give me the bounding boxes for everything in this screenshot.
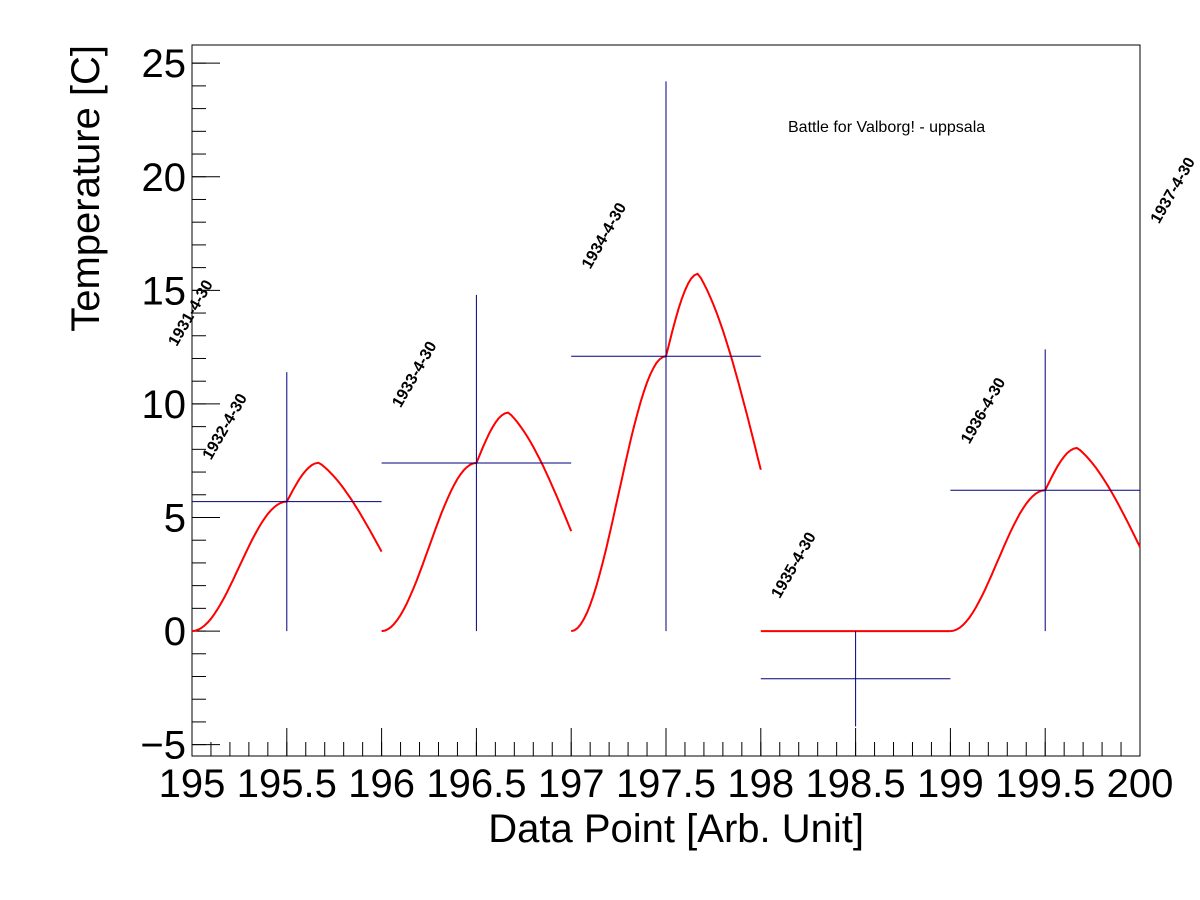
- date-annotation: 1934-4-30: [579, 200, 630, 272]
- date-annotation: 1932-4-30: [200, 391, 251, 463]
- major-ticks: [191, 62, 1141, 756]
- y-axis-title: Temperature [C]: [64, 45, 108, 332]
- y-tick-label: 20: [142, 156, 187, 200]
- error-bars: [192, 81, 1140, 727]
- x-tick-label: 199.5: [995, 762, 1095, 806]
- annotations: 1931-4-301932-4-301933-4-301934-4-301935…: [166, 155, 1199, 602]
- y-tick-label: 10: [142, 383, 187, 427]
- y-tick-label: 0: [164, 610, 186, 654]
- date-annotation: 1937-4-30: [1148, 155, 1199, 227]
- x-tick-label: 198.5: [806, 762, 906, 806]
- date-annotation: 1933-4-30: [389, 339, 440, 411]
- x-tick-label: 199: [917, 762, 984, 806]
- x-tick-labels: 195 195.5 196 196.5 197 197.5 198 198.5 199 199.5…: [159, 762, 1174, 806]
- date-annotation: 1935-4-30: [769, 530, 820, 602]
- x-axis-title: Data Point [Arb. Unit]: [488, 807, 864, 851]
- y-tick-label: 25: [142, 42, 187, 86]
- y-tick-label: −5: [140, 724, 186, 768]
- x-tick-label: 197.5: [616, 762, 716, 806]
- x-tick-label: 196.5: [426, 762, 526, 806]
- minor-ticks: [191, 62, 1141, 756]
- x-tick-label: 195.5: [237, 762, 337, 806]
- chart-title: Battle for Valborg! - uppsala: [788, 119, 985, 136]
- y-tick-label: 15: [142, 269, 187, 313]
- x-tick-label: 195: [159, 762, 226, 806]
- x-tick-label: 200: [1107, 762, 1174, 806]
- y-tick-labels: −5 0 5 10 15 20 25: [140, 42, 186, 767]
- date-annotation: 1936-4-30: [958, 375, 1009, 447]
- x-tick-label: 196: [348, 762, 415, 806]
- x-tick-label: 198: [727, 762, 794, 806]
- x-tick-label: 197: [538, 762, 605, 806]
- y-tick-label: 5: [164, 496, 186, 540]
